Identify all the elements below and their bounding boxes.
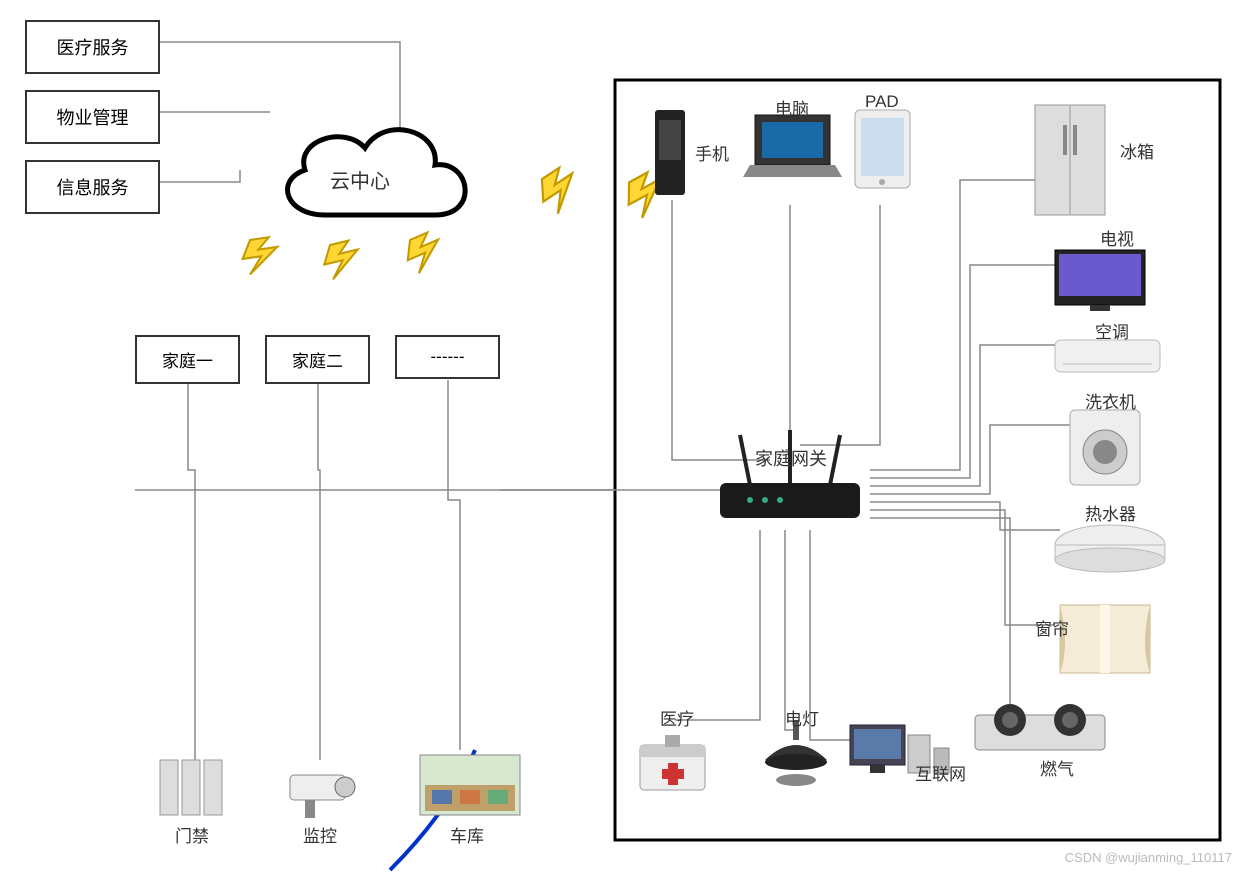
gas-stove-icon	[975, 704, 1105, 750]
family-device-lines	[135, 380, 615, 760]
family-3-box: ------	[395, 335, 500, 379]
garage-icon	[420, 755, 520, 815]
family-2-label: 家庭二	[292, 352, 343, 371]
service-property-box: 物业管理	[25, 90, 160, 144]
cloud-label: 云中心	[330, 165, 390, 194]
internet-label: 互联网	[915, 760, 966, 785]
watermark-text: CSDN @wujianming_110117	[1065, 850, 1232, 865]
ac-label: 空调	[1095, 318, 1129, 343]
phone-label: 手机	[695, 140, 729, 165]
diagram-canvas	[0, 0, 1250, 877]
service-info-box: 信息服务	[25, 160, 160, 214]
washer-icon	[1070, 410, 1140, 485]
family-1-label: 家庭一	[162, 352, 213, 371]
access-label: 门禁	[175, 822, 209, 847]
home-panel-border	[615, 80, 1220, 840]
medical-box-icon	[640, 735, 705, 790]
lamp-label: 电灯	[785, 705, 819, 730]
computer-label: 电脑	[775, 95, 809, 120]
monitor-camera-icon	[290, 775, 355, 818]
ac-icon	[1055, 340, 1160, 372]
gas-label: 燃气	[1040, 755, 1074, 780]
service-info-label: 信息服务	[57, 178, 129, 198]
monitor-label: 监控	[303, 822, 337, 847]
laptop-icon	[743, 115, 842, 177]
washer-label: 洗衣机	[1085, 388, 1136, 413]
service-lines	[160, 42, 400, 182]
router-icon	[720, 430, 860, 518]
gateway-bottom-lines	[675, 530, 870, 740]
access-control-icon	[160, 760, 222, 815]
gateway-top-lines	[672, 200, 880, 460]
curtain-label: 窗帘	[1035, 615, 1069, 640]
family-2-box: 家庭二	[265, 335, 370, 384]
fridge-icon	[1035, 105, 1105, 215]
service-medical-box: 医疗服务	[25, 20, 160, 74]
pad-label: PAD	[865, 92, 899, 112]
garage-label: 车库	[450, 822, 484, 847]
phone-icon	[655, 110, 685, 195]
medical-device-label: 医疗	[660, 705, 694, 730]
tablet-icon	[855, 110, 910, 188]
tv-icon	[1055, 250, 1145, 311]
family-3-label: ------	[431, 347, 465, 366]
water-heater-icon	[1055, 525, 1165, 572]
tv-label: 电视	[1100, 225, 1134, 250]
curtain-icon	[1060, 605, 1150, 673]
service-medical-label: 医疗服务	[57, 38, 129, 58]
family-1-box: 家庭一	[135, 335, 240, 384]
blue-annotation-line	[390, 750, 475, 870]
heater-label: 热水器	[1085, 500, 1136, 525]
service-property-label: 物业管理	[57, 108, 129, 128]
fridge-label: 冰箱	[1120, 138, 1154, 163]
gateway-label: 家庭网关	[755, 445, 827, 471]
